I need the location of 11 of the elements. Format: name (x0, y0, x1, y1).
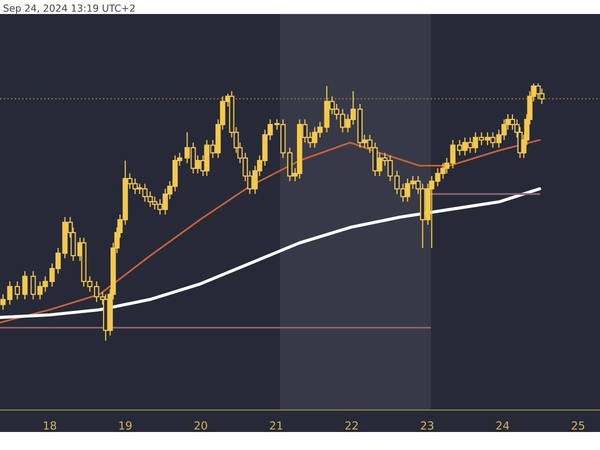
x-tick-label: 19 (119, 421, 132, 430)
text: Sep 24, 2024 13:19 UTC+2 (4, 4, 135, 14)
x-tick-label: 25 (572, 421, 584, 430)
x-tick-label: 22 (345, 421, 358, 430)
x-tick-label: 20 (194, 421, 208, 430)
x-tick-label: 21 (270, 421, 282, 430)
x-tick-label: 24 (496, 421, 510, 430)
x-tick-label: 23 (420, 421, 434, 430)
candlestick (14, 280, 20, 300)
x-tick-label: 18 (44, 421, 56, 430)
candlestick (22, 270, 28, 300)
